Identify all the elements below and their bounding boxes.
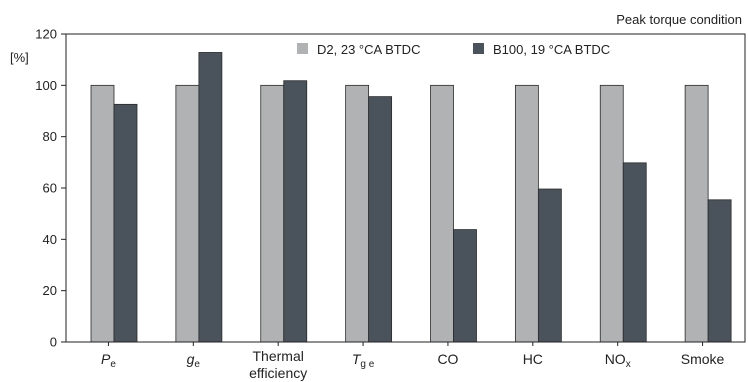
legend-label-series-1: D2, 23 °CA BTDC (317, 42, 420, 57)
y-tick-label: 0 (50, 335, 57, 350)
bars-group (90, 52, 732, 346)
y-tick-label: 40 (43, 232, 57, 247)
y-tick-label: 20 (43, 283, 57, 298)
bar-series-1 (345, 84, 370, 343)
bar-series-2 (537, 188, 562, 343)
x-tick-label: CO (437, 351, 458, 367)
x-axis-labels: Pe ge Thermal efficiency Tg e CO HC NOx Smoke (101, 348, 725, 381)
bar-series-1 (514, 84, 539, 343)
bar-series-2 (198, 52, 223, 343)
y-tick-label: 80 (43, 129, 57, 144)
plot-frame (65, 33, 746, 343)
legend-swatch-series-1 (297, 43, 308, 54)
legend-label-series-2: B100, 19 °CA BTDC (493, 42, 610, 57)
bar-series-1 (90, 84, 115, 343)
legend: D2, 23 °CA BTDC B100, 19 °CA BTDC (297, 42, 610, 57)
x-tick-label: Thermal efficiency (249, 348, 307, 381)
x-tick-label: Pe (101, 351, 116, 370)
chart-title: Peak torque condition (616, 12, 742, 27)
bar-series-2 (707, 199, 732, 343)
bar-series-1 (599, 84, 624, 343)
x-tick-label: Smoke (681, 351, 725, 367)
y-axis-label: [%] (10, 50, 29, 65)
x-tick-label: ge (187, 351, 201, 370)
bar-series-1 (430, 84, 454, 343)
legend-swatch-series-2 (473, 43, 484, 54)
bar-series-1 (684, 84, 709, 343)
bar-series-2 (368, 96, 393, 343)
bar-series-1 (260, 84, 285, 343)
y-axis-ticks: 0 20 40 60 80 100 120 (35, 27, 66, 350)
bar-series-2 (283, 80, 308, 343)
bar-series-1 (175, 84, 200, 343)
bar-series-2 (622, 162, 647, 343)
y-tick-label: 120 (35, 27, 57, 42)
x-tick-label: HC (523, 351, 543, 367)
x-tick-label: NOx (605, 351, 631, 370)
bar-series-2 (113, 103, 138, 343)
y-tick-label: 60 (43, 181, 57, 196)
bar-series-2 (453, 229, 477, 343)
x-tick-label: Tg e (352, 351, 375, 370)
y-tick-label: 100 (35, 78, 57, 93)
